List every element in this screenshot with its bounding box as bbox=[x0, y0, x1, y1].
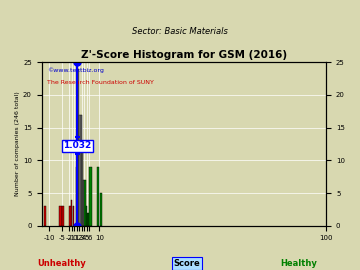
Bar bbox=[97, 167, 99, 226]
Bar bbox=[83, 180, 84, 226]
Bar bbox=[88, 213, 89, 226]
Text: Healthy: Healthy bbox=[280, 259, 317, 268]
Bar bbox=[78, 69, 79, 226]
Bar bbox=[89, 167, 92, 226]
Text: 1.032: 1.032 bbox=[63, 141, 91, 150]
Bar bbox=[79, 114, 81, 226]
Bar bbox=[73, 206, 74, 226]
Bar bbox=[62, 206, 64, 226]
Bar bbox=[99, 193, 102, 226]
Text: Unhealthy: Unhealthy bbox=[37, 259, 86, 268]
Bar bbox=[81, 114, 82, 226]
Text: The Research Foundation of SUNY: The Research Foundation of SUNY bbox=[47, 80, 154, 85]
Text: Score: Score bbox=[174, 259, 201, 268]
Title: Z'-Score Histogram for GSM (2016): Z'-Score Histogram for GSM (2016) bbox=[81, 50, 287, 60]
Bar bbox=[86, 206, 87, 226]
Bar bbox=[71, 200, 72, 226]
Bar bbox=[69, 206, 72, 226]
Bar bbox=[84, 180, 86, 226]
Bar bbox=[82, 147, 83, 226]
Bar bbox=[77, 89, 78, 226]
Bar bbox=[76, 167, 77, 226]
Text: Sector: Basic Materials: Sector: Basic Materials bbox=[132, 27, 228, 36]
Bar bbox=[44, 206, 46, 226]
Y-axis label: Number of companies (246 total): Number of companies (246 total) bbox=[15, 92, 20, 196]
Bar bbox=[87, 213, 88, 226]
Bar bbox=[59, 206, 62, 226]
Text: ©www.textbiz.org: ©www.textbiz.org bbox=[47, 67, 104, 73]
